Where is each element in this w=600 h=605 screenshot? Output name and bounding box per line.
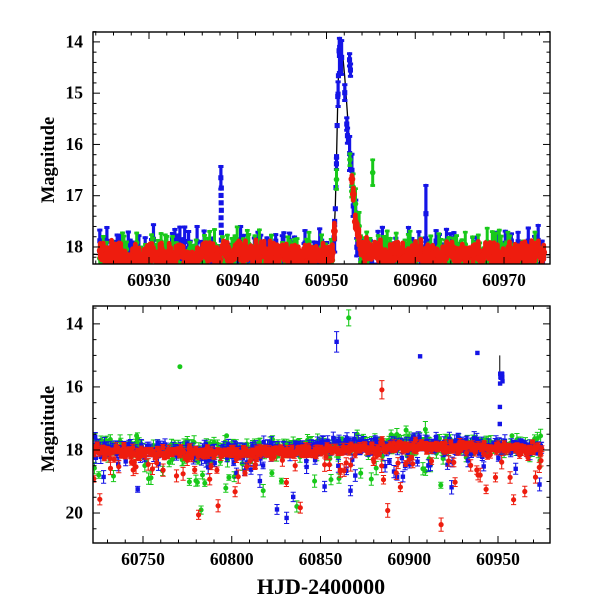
svg-text:17: 17 — [66, 185, 84, 205]
svg-text:60950: 60950 — [476, 549, 520, 569]
svg-text:14: 14 — [66, 313, 84, 333]
svg-text:60750: 60750 — [121, 549, 165, 569]
svg-text:60800: 60800 — [210, 549, 254, 569]
svg-text:14: 14 — [66, 31, 84, 51]
svg-text:60900: 60900 — [387, 549, 431, 569]
svg-text:18: 18 — [66, 439, 84, 459]
svg-text:Magnitude: Magnitude — [39, 386, 59, 472]
svg-text:60940: 60940 — [216, 270, 260, 290]
svg-text:60930: 60930 — [127, 270, 171, 290]
svg-text:16: 16 — [66, 376, 84, 396]
svg-text:60960: 60960 — [393, 270, 437, 290]
svg-text:Magnitude: Magnitude — [39, 117, 59, 203]
svg-text:20: 20 — [66, 503, 84, 523]
svg-text:60970: 60970 — [482, 270, 526, 290]
svg-text:60850: 60850 — [299, 549, 343, 569]
svg-text:18: 18 — [66, 236, 84, 256]
svg-text:15: 15 — [66, 83, 84, 103]
svg-text:60950: 60950 — [305, 270, 349, 290]
svg-text:HJD-2400000: HJD-2400000 — [257, 574, 385, 599]
svg-text:16: 16 — [66, 134, 84, 154]
